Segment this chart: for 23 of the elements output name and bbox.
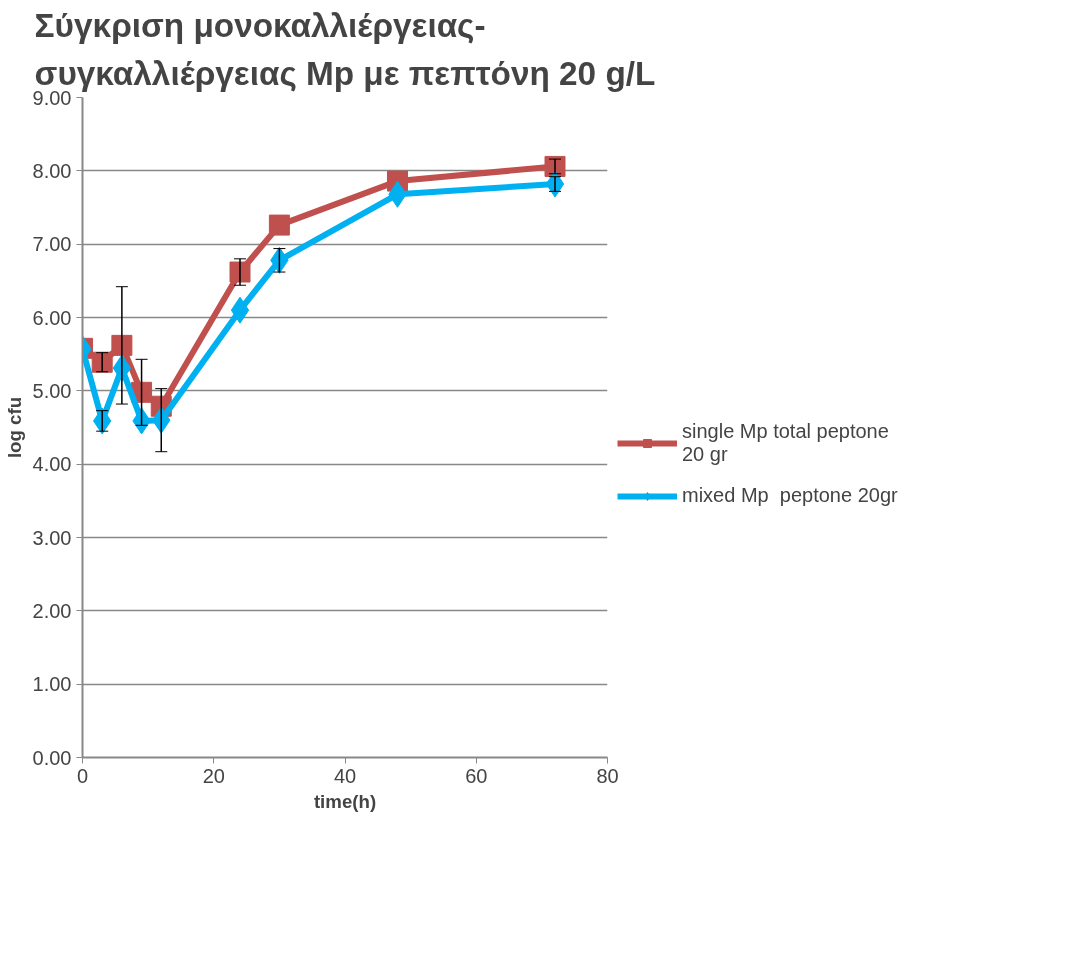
y-tick-label: 2.00 xyxy=(32,599,72,622)
y-axis-title: log cfu xyxy=(3,396,25,459)
y-tick-label: 3.00 xyxy=(32,526,72,549)
y-tick-label: 6.00 xyxy=(32,306,72,329)
point xyxy=(229,261,251,283)
y-tick-label: 7.00 xyxy=(32,233,72,256)
point xyxy=(268,214,290,236)
x-axis-title: time(h) xyxy=(313,790,377,812)
y-tick-label: 4.00 xyxy=(32,453,72,476)
y-tick-label: 8.00 xyxy=(32,159,72,182)
x-tick-label: 80 xyxy=(596,764,619,787)
y-tick-label: 1.00 xyxy=(32,673,72,696)
y-tick-label: 0.00 xyxy=(32,746,72,769)
x-tick-label: 40 xyxy=(333,764,357,787)
x-tick-label: 60 xyxy=(465,764,488,787)
x-tick-label: 0 xyxy=(76,764,89,787)
legend-label: single Mp total peptone 20 gr xyxy=(682,420,889,466)
legend-label: mixed Mp peptone 20gr xyxy=(682,484,898,507)
y-tick-label: 5.00 xyxy=(32,379,72,402)
point xyxy=(111,334,133,356)
x-tick-label: 20 xyxy=(202,764,225,787)
point xyxy=(230,296,250,324)
y-tick-label: 9.00 xyxy=(32,86,72,109)
